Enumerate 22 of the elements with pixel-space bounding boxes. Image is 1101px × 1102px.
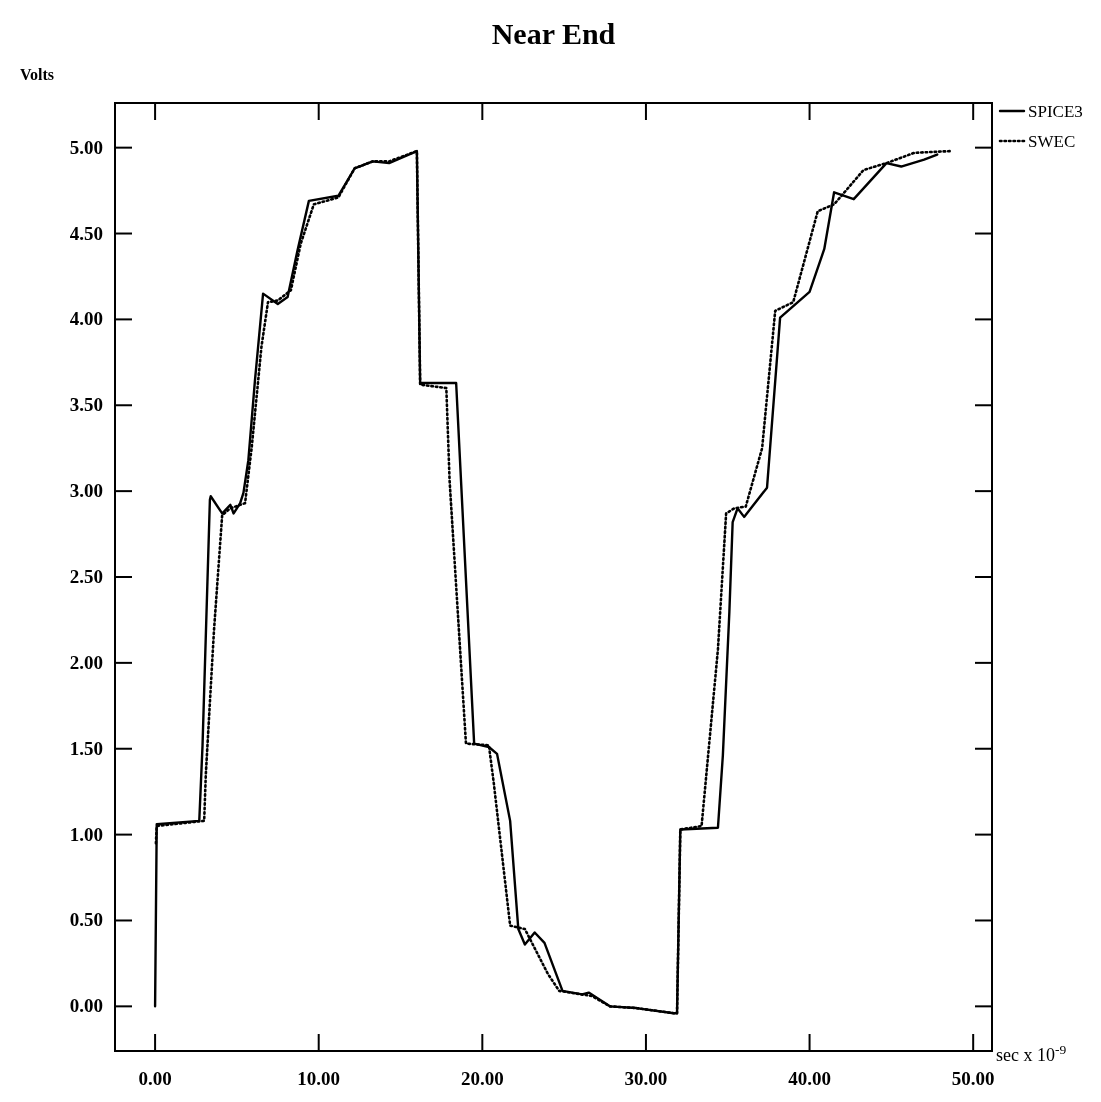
x-axis-title: sec x 10$^{-9}$ (996, 1041, 1067, 1065)
y-axis-title: Volts (20, 66, 55, 83)
x-tick-label: 0.00 (138, 1068, 172, 1089)
x-tick-label: 40.00 (788, 1068, 831, 1089)
x-tick-label: 10.00 (297, 1068, 341, 1089)
x-tick-label: 50.00 (951, 1068, 995, 1089)
x-tick-label: 20.00 (460, 1068, 504, 1089)
y-tick-label: 3.50 (69, 394, 103, 416)
legend-label: SWEC (1028, 132, 1076, 151)
y-tick-label: 4.00 (69, 308, 103, 330)
legend-label: SPICE3 (1028, 102, 1083, 121)
y-tick-label: 4.50 (69, 222, 103, 244)
chart-title: Near End (491, 17, 616, 50)
y-tick-label: 5.00 (69, 136, 103, 158)
x-tick-label: 30.00 (624, 1068, 668, 1089)
y-tick-label: 0.00 (69, 995, 103, 1017)
y-tick-label: 3.00 (69, 480, 103, 502)
y-tick-label: 2.00 (69, 651, 103, 673)
y-tick-label: 1.50 (69, 737, 103, 759)
y-tick-label: 2.50 (69, 566, 103, 587)
y-tick-label: 1.00 (69, 823, 103, 845)
y-tick-label: 0.50 (69, 909, 103, 931)
